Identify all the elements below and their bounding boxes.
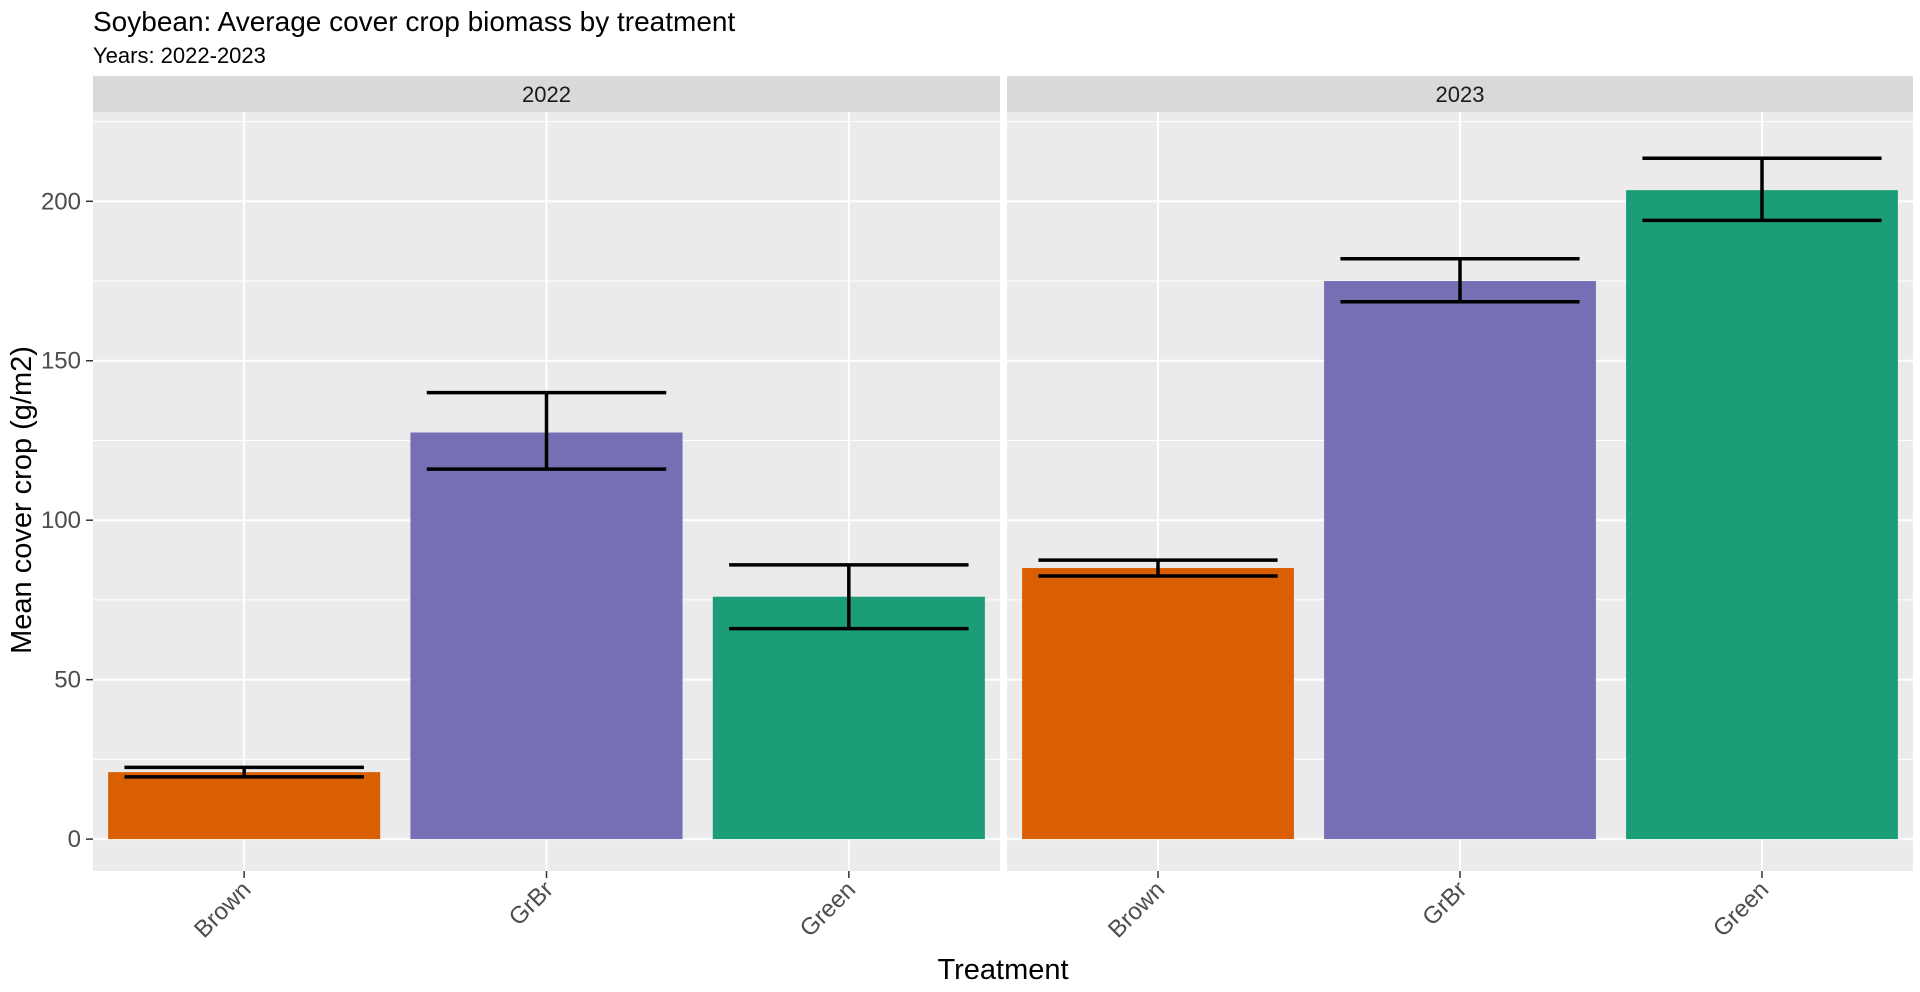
facet-strip (93, 76, 1000, 112)
facet-strip-label: 2023 (1436, 82, 1485, 107)
bar-brown-2022 (108, 772, 381, 840)
error-bar-green-2022 (729, 563, 969, 631)
error-bar-green-2023 (1642, 156, 1882, 223)
error-bar-grbr-2023 (1340, 256, 1580, 304)
y-axis-title: Mean cover crop (g/m2) (6, 346, 38, 654)
error-bar-grbr-2022 (426, 390, 667, 471)
facet-strip-label: 2022 (522, 82, 571, 107)
x-tick-label: Green (1708, 876, 1774, 942)
y-tick-label: 100 (41, 507, 81, 534)
y-axis: 0 50 100 150 200 (41, 188, 93, 853)
x-axis: Brown GrBr Green Brown GrBr Green (189, 871, 1774, 943)
bar-green-2022 (712, 596, 985, 840)
bar-grbr-2023 (1324, 281, 1596, 840)
bar-grbr-2022 (410, 432, 683, 840)
x-tick-label: GrBr (1417, 876, 1472, 931)
facet-strip (1007, 76, 1913, 112)
y-tick-label: 50 (54, 667, 81, 694)
y-tick-label: 200 (41, 188, 81, 215)
chart-subtitle: Years: 2022-2023 (93, 43, 266, 68)
y-tick-label: 0 (68, 826, 81, 853)
facet-panels: 2022 2023 (93, 76, 1913, 871)
x-axis-title: Treatment (937, 954, 1068, 986)
x-tick-label: Green (795, 876, 861, 942)
error-bar-brown-2023 (1038, 558, 1278, 578)
bar-green-2023 (1626, 190, 1898, 840)
facet-2023: 2023 (1007, 76, 1913, 871)
bar-brown-2023 (1022, 568, 1294, 840)
y-tick-label: 150 (41, 348, 81, 375)
x-tick-label: Brown (189, 876, 256, 943)
x-tick-label: GrBr (504, 876, 559, 931)
chart-title: Soybean: Average cover crop biomass by t… (93, 6, 735, 37)
x-tick-label: Brown (1103, 876, 1170, 943)
facet-2022: 2022 (93, 76, 1000, 871)
error-bar-brown-2022 (124, 765, 364, 779)
